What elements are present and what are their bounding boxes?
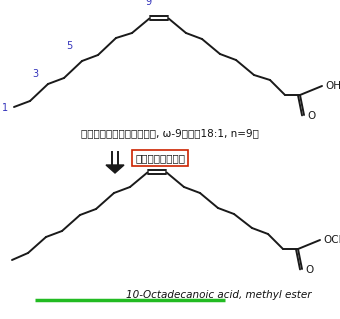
Text: O: O [307,111,315,121]
Text: OCH: OCH [323,235,340,245]
Text: O: O [305,265,313,275]
Text: 10-Octadecanoic acid, methyl ester: 10-Octadecanoic acid, methyl ester [126,290,311,300]
Text: 1: 1 [2,103,8,113]
Text: 5: 5 [66,41,72,51]
Text: オレイン酸（不飽和脂肪酸, ω-9）　（18:1, n=9）: オレイン酸（不飽和脂肪酸, ω-9） （18:1, n=9） [81,128,259,138]
Text: OH: OH [325,81,340,91]
Text: メチルエステル化: メチルエステル化 [135,153,185,163]
Polygon shape [106,165,124,173]
Text: 9: 9 [145,0,151,7]
Text: 3: 3 [32,69,38,79]
